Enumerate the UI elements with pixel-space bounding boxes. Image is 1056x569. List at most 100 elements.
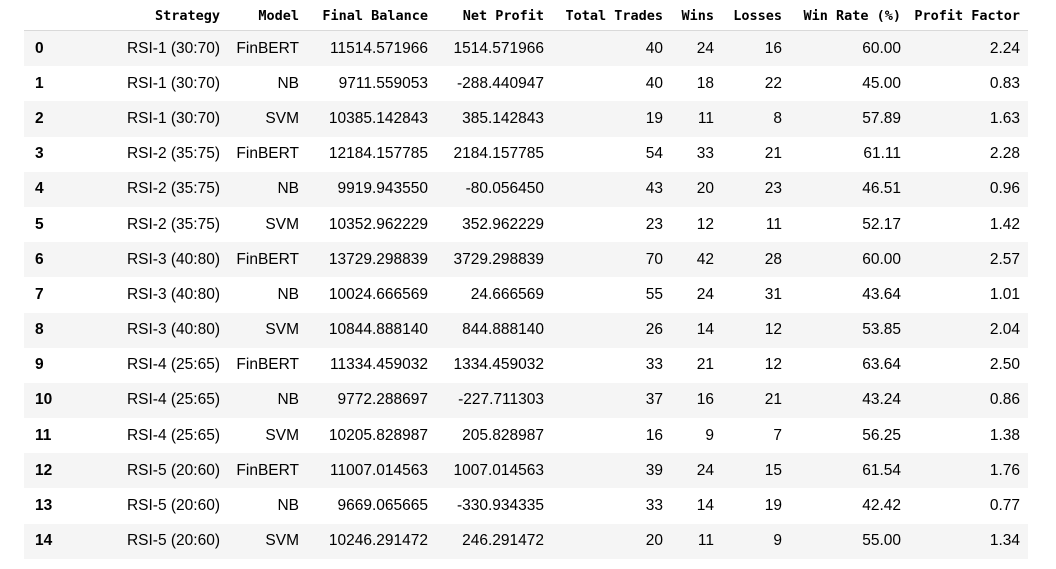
cell-win-rate: 52.17	[862, 215, 901, 233]
cell-win-rate: 43.24	[862, 391, 901, 409]
cell-losses: 28	[764, 250, 782, 268]
cell-net-profit: 1334.459032	[453, 356, 544, 374]
cell-profit-factor: 0.96	[989, 180, 1020, 198]
row-index: 14	[35, 532, 53, 550]
table-row: 11 RSI-4 (25:65) SVM 10205.828987 205.828987…	[24, 418, 1028, 454]
cell-wins: 11	[697, 109, 714, 127]
cell-win-rate: 57.89	[862, 109, 901, 127]
index-header	[24, 0, 90, 31]
cell-wins: 21	[696, 356, 714, 374]
cell-net-profit: -80.056450	[465, 180, 544, 198]
cell-final-balance: 9772.288697	[337, 391, 428, 409]
cell-final-balance: 10246.291472	[328, 532, 428, 550]
cell-win-rate: 60.00	[862, 39, 901, 57]
cell-total-trades: 70	[645, 250, 663, 268]
cell-final-balance: 10205.828987	[328, 426, 428, 444]
cell-win-rate: 46.51	[862, 180, 901, 198]
table-body: 0 RSI-1 (30:70) FinBERT 11514.571966 1514.57…	[24, 30, 1028, 559]
row-index: 4	[35, 180, 44, 198]
table-row: 14 RSI-5 (20:60) SVM 10246.291472 246.291472…	[24, 523, 1028, 559]
column-header-profit-factor: Profit Factor	[901, 0, 1028, 31]
cell-model: NB	[277, 391, 299, 409]
cell-profit-factor: 2.28	[989, 145, 1020, 163]
table-row: 12 RSI-5 (20:60) FinBERT 11007.014563 1007.0…	[24, 453, 1028, 489]
cell-losses: 12	[764, 356, 782, 374]
cell-losses: 21	[764, 391, 782, 409]
row-index: 8	[35, 321, 44, 339]
cell-profit-factor: 1.63	[989, 109, 1020, 127]
cell-win-rate: 61.11	[863, 145, 901, 163]
results-table: Strategy Model Final Balance Net Profit …	[24, 0, 1028, 559]
cell-model: SVM	[265, 109, 299, 127]
cell-wins: 12	[696, 215, 714, 233]
table-row: 10 RSI-4 (25:65) NB 9772.288697 -227.711303 3…	[24, 382, 1028, 419]
row-index: 13	[35, 497, 53, 515]
cell-final-balance: 13729.298839	[328, 250, 428, 268]
cell-wins: 18	[696, 74, 714, 92]
cell-net-profit: 844.888140	[462, 321, 544, 339]
cell-final-balance: 9711.559053	[338, 74, 428, 92]
row-index: 12	[35, 461, 53, 479]
cell-profit-factor: 0.83	[989, 74, 1020, 92]
row-index: 9	[35, 356, 44, 374]
cell-net-profit: -227.711303	[458, 391, 544, 409]
cell-profit-factor: 2.50	[989, 356, 1020, 374]
cell-wins: 24	[696, 285, 714, 303]
row-index: 5	[35, 215, 44, 233]
cell-strategy: RSI-2 (35:75)	[126, 145, 220, 163]
cell-strategy: RSI-3 (40:80)	[126, 321, 220, 339]
cell-model: NB	[277, 285, 299, 303]
cell-win-rate: 42.42	[862, 497, 901, 515]
cell-total-trades: 54	[645, 145, 663, 163]
header-row: Strategy Model Final Balance Net Profit …	[24, 0, 1028, 31]
cell-net-profit: 2184.157785	[453, 145, 544, 163]
cell-wins: 14	[696, 321, 714, 339]
cell-model: FinBERT	[236, 356, 299, 374]
table-row: 3 RSI-2 (35:75) FinBERT 12184.157785 2184.15…	[24, 136, 1028, 172]
cell-net-profit: 3729.298839	[453, 250, 544, 268]
column-header-win-rate: Win Rate (%)	[782, 0, 901, 31]
row-index: 10	[35, 391, 53, 409]
cell-final-balance: 10352.962229	[328, 215, 428, 233]
cell-losses: 12	[764, 321, 782, 339]
cell-model: FinBERT	[236, 461, 299, 479]
cell-final-balance: 11007.014563	[330, 461, 428, 479]
cell-losses: 23	[764, 180, 782, 198]
dataframe-output: Strategy Model Final Balance Net Profit …	[24, 0, 1028, 559]
cell-total-trades: 40	[645, 39, 663, 57]
cell-model: SVM	[265, 532, 299, 550]
table-row: 13 RSI-5 (20:60) NB 9669.065665 -330.934335 3…	[24, 488, 1028, 524]
row-index: 0	[35, 39, 44, 57]
cell-net-profit: -288.440947	[456, 74, 544, 92]
row-index: 11	[35, 426, 52, 444]
cell-losses: 15	[764, 461, 782, 479]
cell-strategy: RSI-1 (30:70)	[126, 74, 220, 92]
cell-model: FinBERT	[236, 145, 299, 163]
cell-net-profit: 385.142843	[462, 109, 544, 127]
cell-win-rate: 43.64	[862, 285, 901, 303]
cell-strategy: RSI-5 (20:60)	[126, 461, 220, 479]
cell-model: NB	[277, 180, 299, 198]
row-index: 7	[35, 285, 44, 303]
cell-wins: 11	[697, 532, 714, 550]
cell-model: NB	[277, 497, 299, 515]
cell-net-profit: 205.828987	[462, 426, 544, 444]
cell-total-trades: 19	[645, 109, 663, 127]
cell-wins: 24	[696, 39, 714, 57]
cell-final-balance: 10024.666569	[328, 285, 428, 303]
cell-profit-factor: 0.77	[989, 497, 1020, 515]
cell-wins: 42	[696, 250, 714, 268]
column-header-model: Model	[220, 0, 299, 31]
cell-profit-factor: 1.38	[989, 426, 1020, 444]
cell-profit-factor: 1.42	[989, 215, 1020, 233]
cell-total-trades: 33	[645, 497, 663, 515]
cell-final-balance: 11334.459032	[330, 356, 428, 374]
table-row: 8 RSI-3 (40:80) SVM 10844.888140 844.888140 2…	[24, 312, 1028, 348]
cell-final-balance: 9919.943550	[337, 180, 428, 198]
cell-total-trades: 20	[645, 532, 663, 550]
cell-profit-factor: 1.34	[989, 532, 1020, 550]
cell-model: FinBERT	[236, 39, 299, 57]
cell-net-profit: 246.291472	[462, 532, 544, 550]
cell-final-balance: 12184.157785	[328, 145, 428, 163]
cell-model: NB	[277, 74, 299, 92]
